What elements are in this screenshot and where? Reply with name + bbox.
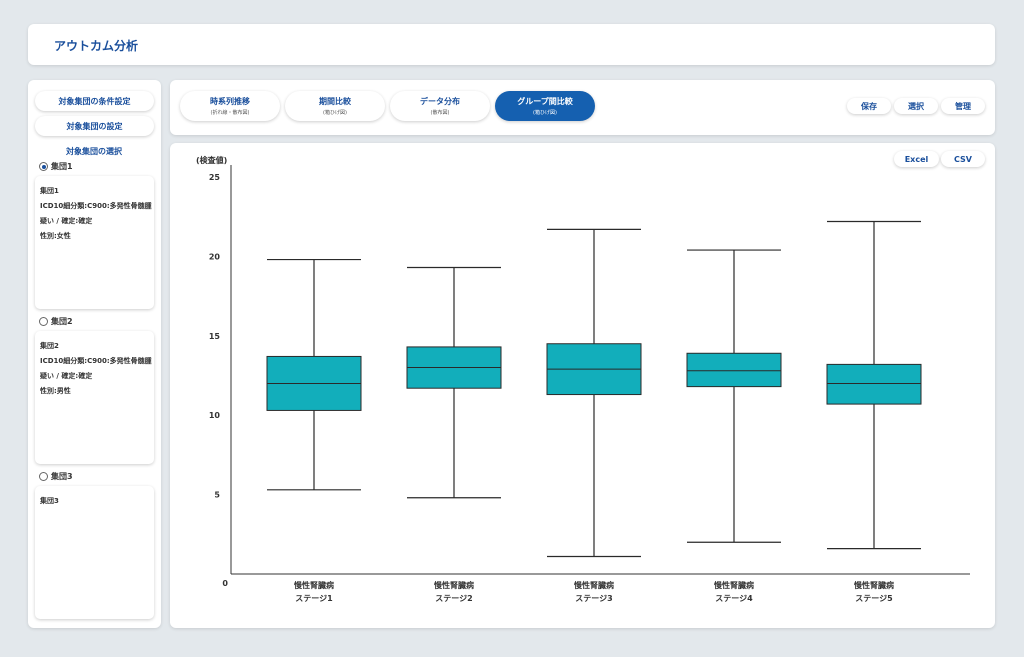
tab-time-series[interactable]: 時系列推移 (折れ線・散布図) (180, 91, 280, 121)
group3-radio-label: 集団3 (51, 472, 73, 481)
group2-line: ICD10細分類:C900:多発性骨髄腫 (40, 357, 152, 365)
select-button[interactable]: 選択 (894, 98, 938, 114)
box-group (266, 258, 362, 491)
header-bar: アウトカム分析 (28, 24, 995, 65)
x-tick-label: ステージ1 (295, 594, 333, 603)
x-tick-label: 慢性腎臓病 (854, 580, 894, 590)
y-tick-label: 0 (222, 579, 228, 588)
chart-panel: Excel CSV (検査値) 0 5 10 15 20 25 慢性腎臓病ステージ1 慢性腎臓病… (170, 143, 995, 628)
group2-radio-row[interactable]: 集団2 (39, 316, 73, 327)
box-iqr (686, 352, 782, 388)
radio-checked-icon[interactable] (39, 162, 48, 171)
tab-sublabel: (折れ線・散布図) (210, 110, 250, 116)
tab-group-compare[interactable]: グループ間比較 (箱ひげ図) (495, 91, 595, 121)
y-tick-label: 15 (209, 332, 221, 341)
box-group (546, 228, 642, 558)
tab-label: グループ間比較 (517, 97, 573, 106)
radio-unchecked-icon[interactable] (39, 317, 48, 326)
group3-radio-row[interactable]: 集団3 (39, 471, 73, 482)
group2-radio-label: 集団2 (51, 317, 73, 326)
tab-data-distribution[interactable]: データ分布 (散布図) (390, 91, 490, 121)
sidebar: 対象集団の条件設定 対象集団の設定 対象集団の選択 集団1 集団1 ICD10細… (28, 80, 161, 628)
group2-line: 性別:男性 (40, 387, 71, 395)
group3-line: 集団3 (40, 497, 59, 505)
x-tick-label: 慢性腎臓病 (574, 580, 614, 590)
tab-period-compare[interactable]: 期間比較 (箱ひげ図) (285, 91, 385, 121)
group1-line: 疑い / 確定:確定 (40, 217, 93, 225)
tab-sublabel: (箱ひげ図) (323, 110, 347, 116)
x-tick-label: ステージ2 (435, 594, 472, 603)
condition-setting-button[interactable]: 対象集団の条件設定 (35, 91, 154, 111)
group1-radio-row[interactable]: 集団1 (39, 161, 73, 172)
group1-line: 集団1 (40, 187, 59, 195)
save-button[interactable]: 保存 (847, 98, 891, 114)
group2-card[interactable]: 集団2 ICD10細分類:C900:多発性骨髄腫 疑い / 確定:確定 性別:男… (35, 331, 154, 464)
group1-line: ICD10細分類:C900:多発性骨髄腫 (40, 202, 152, 210)
tab-sublabel: (箱ひげ図) (533, 110, 557, 116)
group1-line: 性別:女性 (40, 232, 71, 240)
tab-sublabel: (散布図) (430, 110, 450, 116)
x-tick-label: ステージ5 (855, 594, 893, 603)
group-setting-button[interactable]: 対象集団の設定 (35, 116, 154, 136)
x-tick-label: ステージ4 (715, 594, 753, 603)
box-group (406, 266, 502, 499)
box-group (826, 220, 922, 550)
group1-card[interactable]: 集団1 ICD10細分類:C900:多発性骨髄腫 疑い / 確定:確定 性別:女… (35, 176, 154, 309)
x-tick-label: 慢性腎臓病 (434, 580, 474, 590)
x-tick-label: 慢性腎臓病 (294, 580, 334, 590)
group1-radio-label: 集団1 (51, 162, 73, 171)
box-iqr (826, 363, 922, 405)
group2-line: 集団2 (40, 342, 59, 350)
group3-card[interactable]: 集団3 (35, 486, 154, 619)
x-tick-label: ステージ3 (575, 594, 612, 603)
group2-line: 疑い / 確定:確定 (40, 372, 93, 380)
tab-bar: 時系列推移 (折れ線・散布図) 期間比較 (箱ひげ図) データ分布 (散布図) … (170, 80, 995, 135)
manage-button[interactable]: 管理 (941, 98, 985, 114)
tab-label: 期間比較 (319, 97, 351, 106)
y-tick-label: 25 (209, 173, 221, 182)
radio-unchecked-icon[interactable] (39, 472, 48, 481)
y-axis-label: (検査値) (196, 155, 227, 165)
tab-label: 時系列推移 (210, 97, 250, 106)
y-tick-label: 5 (214, 491, 220, 500)
group-selection-heading: 対象集団の選択 (66, 147, 122, 156)
tab-label: データ分布 (420, 97, 460, 106)
page-title: アウトカム分析 (54, 39, 139, 53)
box-group (686, 249, 782, 543)
excel-export-button[interactable]: Excel (894, 151, 939, 167)
x-tick-label: 慢性腎臓病 (714, 580, 754, 590)
csv-export-button[interactable]: CSV (941, 151, 985, 167)
y-tick-label: 20 (209, 252, 221, 261)
y-tick-label: 10 (209, 411, 221, 420)
